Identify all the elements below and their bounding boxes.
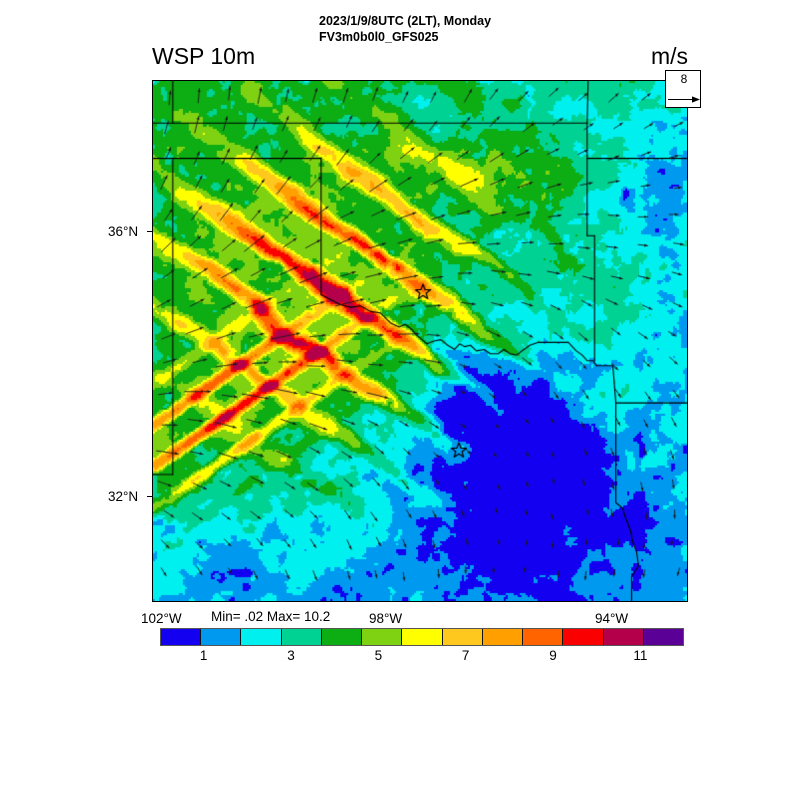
colorbar-cell xyxy=(442,629,483,645)
colorbar-tick: 9 xyxy=(549,648,557,663)
lat-label-36n: 36°N xyxy=(108,224,139,239)
colorbar-cell xyxy=(362,629,403,645)
colorbar-tick-labels: 1 3 5 7 9 11 xyxy=(160,648,684,664)
colorbar-tick: 11 xyxy=(633,648,648,663)
colorbar-cell xyxy=(482,629,524,645)
wind-vector-key: 8 xyxy=(665,70,701,108)
lat-label-32n: 32°N xyxy=(108,489,139,504)
right-arrow-icon xyxy=(668,96,700,103)
colorbar-cell xyxy=(563,629,604,645)
lon-label-102w: 102°W xyxy=(141,611,182,626)
map-plot-area xyxy=(152,80,688,602)
title-model: FV3m0b0l0_GFS025 xyxy=(319,30,439,44)
wind-key-value: 8 xyxy=(680,72,688,86)
colorbar-cell xyxy=(201,629,242,645)
lon-label-98w: 98°W xyxy=(369,611,403,626)
colorbar-cell xyxy=(241,629,282,645)
lat-tick-36n xyxy=(147,231,153,233)
colorbar xyxy=(160,628,684,646)
colorbar-tick: 1 xyxy=(199,648,208,663)
colorbar-cell xyxy=(603,629,644,645)
colorbar-cell xyxy=(281,629,322,645)
colorbar-cell xyxy=(643,629,684,645)
colorbar-tick: 3 xyxy=(287,648,295,663)
title-datetime: 2023/1/9/8UTC (2LT), Monday xyxy=(319,14,492,28)
colorbar-cell xyxy=(161,629,202,645)
colorbar-cells xyxy=(160,628,684,646)
colorbar-cell xyxy=(523,629,564,645)
lat-tick-32n xyxy=(147,496,153,498)
variable-label: WSP 10m xyxy=(152,43,256,69)
colorbar-tick: 7 xyxy=(461,648,470,663)
colorbar-tick: 5 xyxy=(374,648,383,663)
lon-label-94w: 94°W xyxy=(595,611,629,626)
min-max-stats: Min= .02 Max= 10.2 xyxy=(211,609,331,624)
wind-speed-heatmap xyxy=(153,81,687,601)
colorbar-cell xyxy=(321,629,363,645)
units-label: m/s xyxy=(650,43,688,69)
colorbar-cell xyxy=(402,629,443,645)
